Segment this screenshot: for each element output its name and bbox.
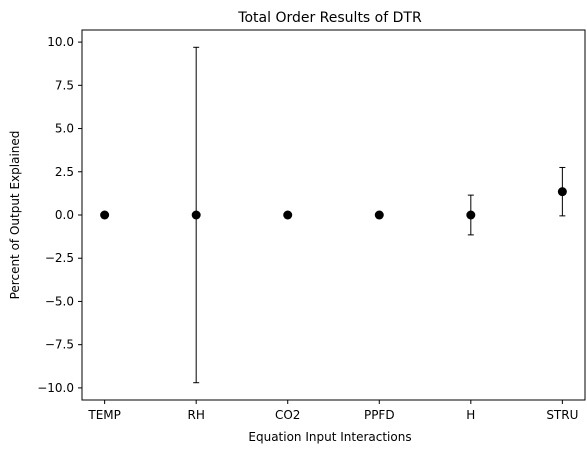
x-tick-label: STRU [546,408,578,422]
x-axis-label: Equation Input Interactions [248,430,411,444]
data-point [374,210,384,220]
y-tick-label: 0.0 [55,208,74,222]
x-tick-label: RH [187,408,204,422]
data-point [191,210,201,220]
data-marks [100,46,567,384]
data-point [283,210,293,220]
y-tick-label: −10.0 [37,381,74,395]
y-tick-label: −2.5 [45,251,74,265]
chart-title: Total Order Results of DTR [237,10,422,26]
x-tick-label: CO2 [275,408,300,422]
x-tick-label: H [466,408,475,422]
y-tick-label: 5.0 [55,122,74,136]
y-axis: −10.0 −7.5 −5.0 −2.5 0.0 2.5 5.0 7.5 10.0 [37,35,82,395]
plot-area [81,29,586,401]
x-axis: TEMP RH CO2 PPFD H STRU [87,400,578,422]
y-tick-label: −7.5 [45,338,74,352]
y-tick-label: 2.5 [55,165,74,179]
y-tick-label: 10.0 [47,35,74,49]
y-axis-label: Percent of Output Explained [8,131,22,300]
x-tick-label: TEMP [87,408,121,422]
data-point [100,210,110,220]
y-tick-label: 7.5 [55,78,74,92]
data-point [557,187,567,197]
data-point [466,210,476,220]
x-tick-label: PPFD [364,408,395,422]
y-tick-label: −5.0 [45,294,74,308]
